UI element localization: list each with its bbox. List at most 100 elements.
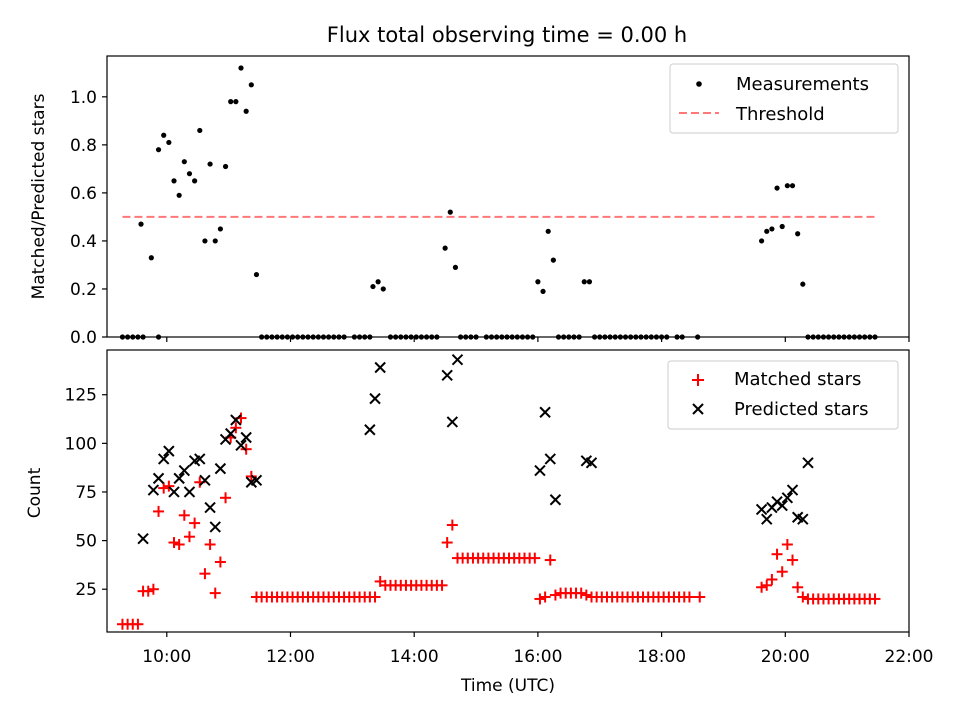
x-axis-label: Time (UTC) bbox=[460, 676, 555, 696]
predicted-point bbox=[230, 414, 242, 426]
measurement-point bbox=[795, 231, 801, 237]
matched-point bbox=[580, 589, 592, 601]
ratio-y-axis-label: Matched/Predicted stars bbox=[29, 93, 49, 299]
measurement-point bbox=[138, 221, 144, 227]
count-axes-frame bbox=[106, 349, 910, 633]
legend-label-matched: Matched stars bbox=[734, 369, 861, 390]
matched-point bbox=[147, 583, 159, 595]
matched-point bbox=[797, 591, 809, 603]
measurement-point bbox=[370, 283, 376, 290]
measurement-point bbox=[380, 286, 386, 292]
measurement-point bbox=[202, 238, 208, 244]
matched-point bbox=[683, 591, 695, 603]
x-tick-label: 16:00 bbox=[513, 647, 562, 667]
measurement-point bbox=[192, 178, 198, 184]
y-tick-label: 0.4 bbox=[70, 232, 97, 252]
predicted-point bbox=[137, 532, 149, 545]
predicted-point bbox=[235, 439, 247, 452]
matched-point bbox=[694, 591, 706, 603]
matched-point bbox=[781, 538, 793, 550]
matched-point bbox=[539, 591, 551, 603]
count-plot-area bbox=[116, 354, 881, 630]
matched-point bbox=[792, 581, 804, 593]
predicted-point bbox=[585, 457, 598, 469]
legend-label-measurements: Measurements bbox=[736, 74, 869, 95]
matched-point bbox=[529, 552, 541, 564]
x-tick-label: 12:00 bbox=[266, 647, 315, 667]
predicted-point bbox=[173, 472, 185, 485]
predicted-point bbox=[214, 462, 227, 475]
predicted-point bbox=[446, 416, 459, 428]
predicted-point bbox=[147, 484, 160, 496]
measurement-point bbox=[233, 99, 239, 105]
legend-label-predicted: Predicted stars bbox=[734, 399, 868, 420]
predicted-point bbox=[544, 453, 556, 465]
legend-swatch-predicted bbox=[692, 403, 704, 415]
y-tick-label: 1.0 bbox=[70, 88, 97, 108]
x-tick-label: 10:00 bbox=[142, 647, 191, 667]
measurement-point bbox=[447, 209, 453, 215]
predicted-point bbox=[761, 513, 773, 525]
ratio-panel: Flux total observing time = 0.00 h 0.0 0.… bbox=[29, 23, 910, 348]
predicted-point bbox=[240, 431, 252, 444]
matched-point bbox=[776, 566, 788, 578]
matched-point bbox=[158, 482, 170, 494]
predicted-point bbox=[755, 503, 768, 516]
x-tick-label: 22:00 bbox=[885, 647, 934, 667]
matched-point bbox=[575, 587, 587, 599]
y-tick-label: 75 bbox=[75, 483, 97, 503]
matched-point bbox=[436, 579, 448, 591]
measurement-point bbox=[155, 147, 162, 153]
count-legend: Matched stars Predicted stars bbox=[667, 360, 899, 430]
matched-point bbox=[761, 579, 773, 591]
matched-point bbox=[178, 509, 190, 521]
predicted-point bbox=[776, 499, 788, 512]
matched-point bbox=[214, 556, 226, 568]
predicted-point bbox=[451, 354, 464, 366]
count-panel: 10:00 12:00 14:00 16:00 18:00 20:00 22:00 25 50 7… bbox=[25, 349, 934, 696]
measurement-point bbox=[800, 281, 806, 287]
matched-point bbox=[153, 505, 165, 517]
measurement-point bbox=[212, 238, 218, 244]
matched-point bbox=[173, 538, 185, 550]
measurement-point bbox=[186, 171, 193, 177]
predicted-point bbox=[163, 445, 175, 457]
measurement-point bbox=[535, 279, 541, 285]
y-tick-label: 50 bbox=[75, 532, 97, 552]
matched-point bbox=[199, 568, 211, 580]
measurement-point bbox=[161, 132, 167, 138]
measurement-point bbox=[238, 65, 244, 71]
y-tick-label: 0.2 bbox=[70, 280, 97, 300]
matched-point bbox=[534, 593, 546, 605]
matched-point bbox=[441, 537, 453, 549]
measurement-point bbox=[550, 257, 556, 263]
measurement-point bbox=[789, 183, 796, 189]
measurement-point bbox=[243, 108, 249, 114]
predicted-point bbox=[534, 464, 546, 477]
x-tick-label: 20:00 bbox=[761, 647, 810, 667]
predicted-point bbox=[802, 457, 814, 469]
predicted-point bbox=[781, 492, 794, 504]
ratio-ticks: 0.0 0.2 0.4 0.6 0.8 1.0 bbox=[70, 88, 910, 348]
matched-point bbox=[446, 519, 458, 531]
matched-point bbox=[771, 548, 783, 560]
y-tick-label: 25 bbox=[75, 580, 97, 600]
matched-point bbox=[787, 554, 799, 566]
predicted-point bbox=[157, 453, 170, 465]
predicted-point bbox=[168, 486, 180, 498]
y-tick-label: 0.6 bbox=[70, 184, 97, 204]
measurement-point bbox=[779, 223, 785, 230]
matched-point bbox=[204, 538, 216, 550]
chart-title: Flux total observing time = 0.00 h bbox=[327, 23, 687, 47]
measurement-point bbox=[586, 279, 593, 285]
measurement-point bbox=[176, 192, 182, 198]
matched-point bbox=[369, 591, 381, 603]
y-tick-label: 125 bbox=[65, 386, 97, 406]
matched-point bbox=[163, 480, 175, 492]
y-tick-label: 0.0 bbox=[70, 328, 97, 348]
measurement-point bbox=[442, 245, 448, 251]
measurement-point bbox=[774, 185, 780, 191]
measurement-point bbox=[248, 82, 254, 88]
predicted-point bbox=[369, 392, 381, 405]
